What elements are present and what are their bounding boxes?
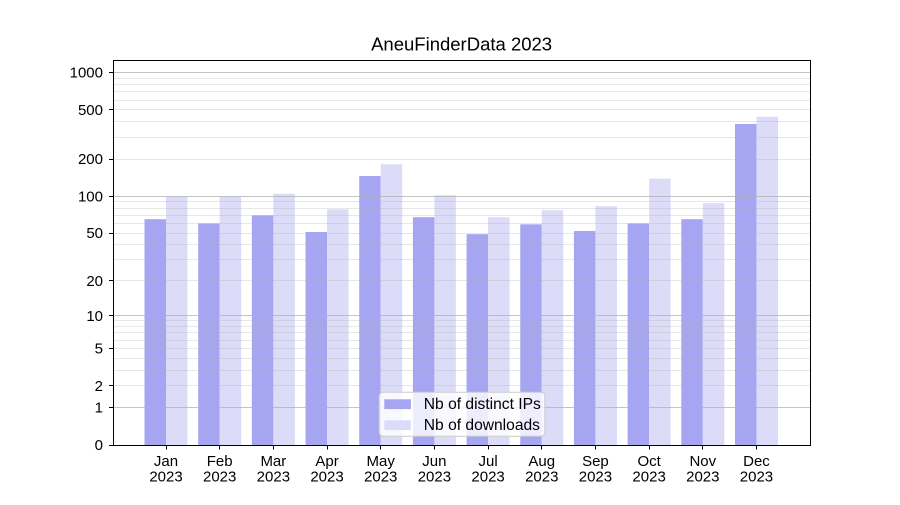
svg-text:2023: 2023: [471, 469, 504, 486]
svg-text:Mar: Mar: [260, 453, 286, 470]
svg-text:2023: 2023: [203, 469, 236, 486]
svg-text:Jan: Jan: [154, 453, 178, 470]
svg-text:Nov: Nov: [689, 453, 716, 470]
svg-text:AneuFinderData 2023: AneuFinderData 2023: [371, 34, 552, 55]
svg-text:Apr: Apr: [315, 453, 338, 470]
svg-text:2023: 2023: [525, 469, 558, 486]
svg-text:2023: 2023: [149, 469, 182, 486]
svg-text:Nb of distinct IPs: Nb of distinct IPs: [424, 396, 541, 413]
svg-text:200: 200: [78, 151, 103, 168]
svg-text:1: 1: [95, 400, 103, 417]
svg-text:2023: 2023: [740, 469, 773, 486]
svg-text:2023: 2023: [418, 469, 451, 486]
svg-text:500: 500: [78, 102, 103, 119]
svg-text:0: 0: [95, 437, 103, 454]
svg-text:2023: 2023: [686, 469, 719, 486]
svg-text:Oct: Oct: [637, 453, 661, 470]
svg-text:Feb: Feb: [207, 453, 233, 470]
svg-text:2023: 2023: [310, 469, 343, 486]
svg-text:Jul: Jul: [478, 453, 497, 470]
svg-text:2023: 2023: [579, 469, 612, 486]
svg-text:1000: 1000: [70, 65, 103, 82]
svg-text:Aug: Aug: [528, 453, 555, 470]
svg-text:2: 2: [95, 378, 103, 395]
svg-text:May: May: [367, 453, 396, 470]
svg-text:Dec: Dec: [743, 453, 770, 470]
svg-text:Nb of downloads: Nb of downloads: [424, 417, 540, 434]
svg-text:50: 50: [86, 225, 103, 242]
svg-text:2023: 2023: [257, 469, 290, 486]
svg-text:2023: 2023: [364, 469, 397, 486]
svg-text:10: 10: [86, 308, 103, 325]
svg-text:Sep: Sep: [582, 453, 609, 470]
svg-text:2023: 2023: [632, 469, 665, 486]
svg-text:100: 100: [78, 188, 103, 205]
svg-text:20: 20: [86, 273, 103, 290]
svg-text:Jun: Jun: [422, 453, 446, 470]
svg-text:5: 5: [95, 340, 103, 357]
